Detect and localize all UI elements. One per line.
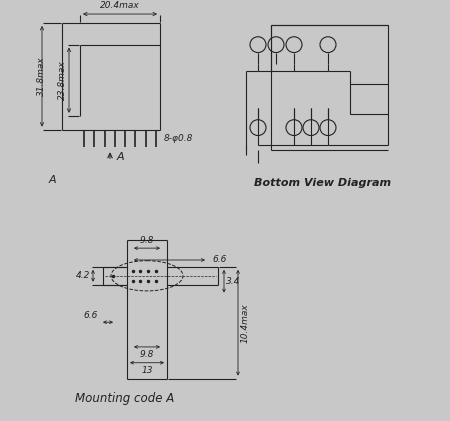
Text: 6.6: 6.6: [212, 255, 226, 264]
Text: 31.8max: 31.8max: [37, 56, 46, 96]
Text: 4.2: 4.2: [76, 271, 90, 280]
Text: 6.6: 6.6: [84, 311, 98, 320]
Text: 23.8max: 23.8max: [58, 60, 67, 100]
Text: 10.4max: 10.4max: [241, 303, 250, 343]
Text: Mounting code A: Mounting code A: [75, 392, 174, 405]
Text: 13: 13: [141, 366, 153, 375]
Text: 8-φ0.8: 8-φ0.8: [164, 134, 194, 143]
Text: 3.4: 3.4: [226, 277, 240, 286]
Text: 9.8: 9.8: [140, 236, 154, 245]
Text: 20.4max: 20.4max: [100, 1, 140, 10]
Text: A: A: [117, 152, 125, 162]
Bar: [350, 84, 388, 114]
Text: Bottom View Diagram: Bottom View Diagram: [254, 178, 392, 188]
Text: 9.8: 9.8: [140, 350, 154, 359]
Text: A: A: [48, 175, 56, 185]
